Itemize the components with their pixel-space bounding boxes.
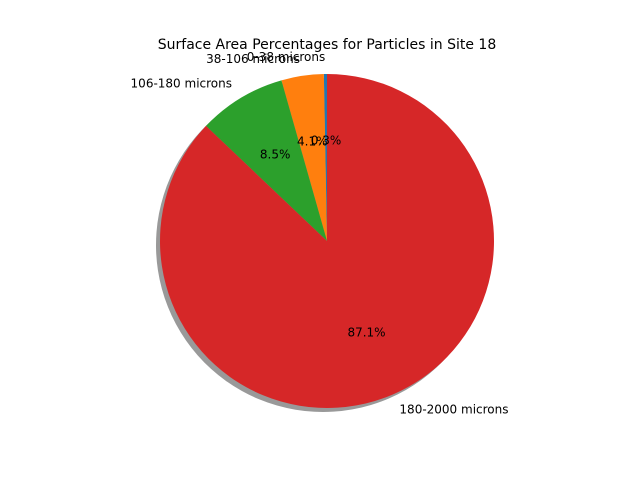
pie-slices <box>160 74 494 408</box>
slice-label-0-38-microns: 0-38 microns <box>247 50 326 64</box>
slice-106-180-microns <box>205 80 327 242</box>
slice-percent-180-2000-microns: 87.1% <box>347 326 385 340</box>
slice-percent-0-38-microns: 0.3% <box>311 133 342 147</box>
slice-180-2000-microns <box>160 74 494 408</box>
slice-percent-38-106-microns: 4.1% <box>297 134 328 148</box>
slice-0-38-microns <box>323 74 327 241</box>
slice-38-106-microns <box>281 74 327 242</box>
slice-label-106-180-microns: 106-180 microns <box>131 76 232 90</box>
slice-percent-106-180-microns: 8.5% <box>260 148 291 162</box>
chart-title: Surface Area Percentages for Particles i… <box>158 37 496 53</box>
slice-label-180-2000-microns: 180-2000 microns <box>399 402 508 416</box>
pie-labels: 0-38 microns 0.3% 38-106 microns 4.1% 106-18… <box>131 50 509 417</box>
slice-label-38-106-microns: 38-106 microns <box>206 52 300 66</box>
